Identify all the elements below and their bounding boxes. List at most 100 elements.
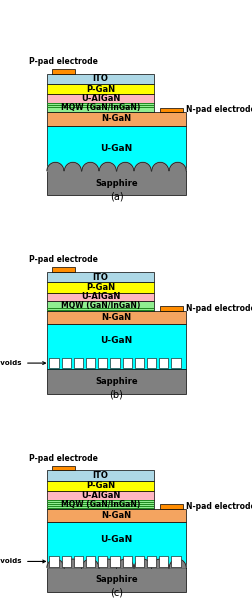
Polygon shape: [169, 162, 186, 171]
Bar: [52, 69, 75, 74]
Bar: [159, 358, 168, 368]
Bar: [98, 358, 107, 368]
Bar: [47, 567, 186, 592]
Polygon shape: [100, 559, 116, 567]
Bar: [47, 491, 154, 500]
Text: ITO: ITO: [92, 471, 108, 480]
Text: N-pad electrode: N-pad electrode: [186, 502, 252, 511]
Bar: [47, 310, 186, 324]
Bar: [47, 95, 154, 103]
Text: U-GaN: U-GaN: [101, 144, 133, 152]
Text: Air-voids: Air-voids: [0, 558, 45, 564]
Bar: [74, 556, 83, 567]
Bar: [135, 358, 144, 368]
Bar: [47, 112, 186, 126]
Bar: [47, 509, 186, 522]
Text: P-GaN: P-GaN: [86, 283, 115, 292]
Bar: [86, 556, 95, 567]
Bar: [47, 508, 154, 509]
Bar: [47, 369, 186, 394]
Bar: [62, 556, 71, 567]
Bar: [49, 358, 59, 368]
Bar: [62, 358, 71, 368]
Text: P-GaN: P-GaN: [86, 85, 115, 94]
Bar: [47, 107, 154, 108]
Polygon shape: [134, 162, 151, 171]
Text: P-pad electrode: P-pad electrode: [29, 256, 98, 264]
Bar: [52, 465, 75, 470]
Text: P-GaN: P-GaN: [86, 481, 115, 490]
Bar: [98, 556, 107, 567]
Text: MQW (GaN/InGaN): MQW (GaN/InGaN): [61, 103, 140, 112]
Bar: [147, 358, 156, 368]
Text: U-GaN: U-GaN: [101, 336, 133, 345]
Bar: [110, 358, 120, 368]
Bar: [160, 306, 183, 310]
Polygon shape: [152, 559, 169, 567]
Bar: [47, 470, 154, 481]
Bar: [47, 293, 154, 301]
Text: (b): (b): [110, 389, 123, 400]
Bar: [171, 556, 181, 567]
Bar: [47, 500, 154, 501]
Bar: [135, 556, 144, 567]
Text: U-AlGaN: U-AlGaN: [81, 491, 120, 500]
Text: N-pad electrode: N-pad electrode: [186, 304, 252, 313]
Bar: [171, 358, 181, 368]
Bar: [74, 358, 83, 368]
Text: (a): (a): [110, 191, 123, 201]
Text: N-pad electrode: N-pad electrode: [186, 106, 252, 115]
Polygon shape: [117, 559, 134, 567]
Bar: [160, 504, 183, 509]
Bar: [47, 500, 154, 509]
Text: U-AlGaN: U-AlGaN: [81, 94, 120, 103]
Text: N-GaN: N-GaN: [102, 115, 132, 123]
Bar: [47, 74, 154, 84]
Bar: [47, 301, 154, 303]
Bar: [47, 324, 186, 369]
Bar: [47, 481, 154, 491]
Bar: [47, 301, 154, 310]
Text: Air-voids: Air-voids: [0, 360, 45, 366]
Polygon shape: [65, 559, 81, 567]
Polygon shape: [117, 162, 134, 171]
Bar: [47, 84, 154, 95]
Text: P-pad electrode: P-pad electrode: [29, 57, 98, 66]
Text: (c): (c): [110, 588, 123, 598]
Text: P-pad electrode: P-pad electrode: [29, 454, 98, 463]
Text: N-GaN: N-GaN: [102, 313, 132, 322]
Bar: [52, 267, 75, 272]
Bar: [159, 556, 168, 567]
Polygon shape: [152, 162, 169, 171]
Bar: [47, 171, 186, 195]
Polygon shape: [100, 162, 116, 171]
Text: ITO: ITO: [92, 273, 108, 282]
Text: MQW (GaN/InGaN): MQW (GaN/InGaN): [61, 500, 140, 509]
Text: Sapphire: Sapphire: [95, 575, 138, 584]
Polygon shape: [134, 559, 151, 567]
Text: ITO: ITO: [92, 74, 108, 84]
Text: Sapphire: Sapphire: [95, 377, 138, 386]
Bar: [47, 103, 154, 104]
Polygon shape: [82, 162, 99, 171]
Bar: [47, 103, 154, 112]
Polygon shape: [65, 162, 81, 171]
Text: U-GaN: U-GaN: [101, 535, 133, 544]
Polygon shape: [47, 162, 64, 171]
Bar: [47, 308, 154, 309]
Bar: [147, 556, 156, 567]
Bar: [86, 358, 95, 368]
Bar: [47, 272, 154, 282]
Bar: [47, 282, 154, 293]
Bar: [47, 502, 154, 503]
Text: MQW (GaN/InGaN): MQW (GaN/InGaN): [61, 301, 140, 310]
Text: U-AlGaN: U-AlGaN: [81, 292, 120, 301]
Bar: [47, 504, 154, 505]
Bar: [123, 556, 132, 567]
Polygon shape: [82, 559, 99, 567]
Bar: [47, 522, 186, 567]
Polygon shape: [169, 559, 186, 567]
Bar: [123, 358, 132, 368]
Text: N-GaN: N-GaN: [102, 511, 132, 520]
Text: Sapphire: Sapphire: [95, 179, 138, 188]
